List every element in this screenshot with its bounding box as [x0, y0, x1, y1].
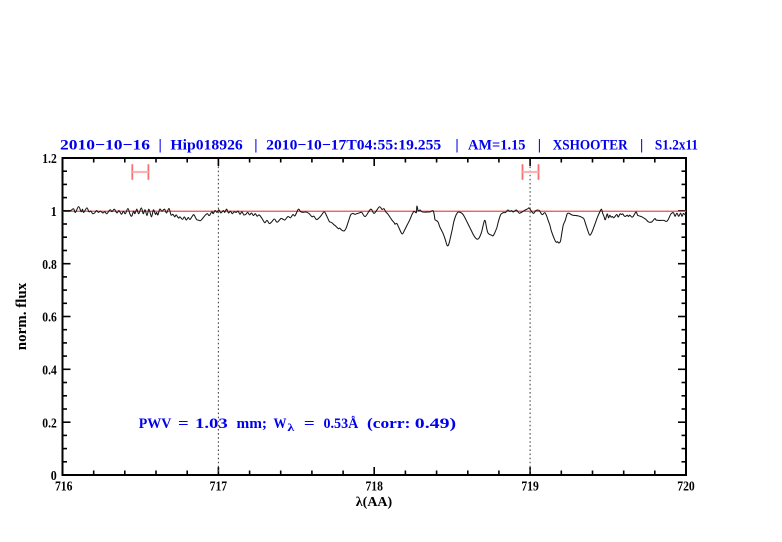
svg-text:1: 1	[51, 205, 57, 220]
svg-text:719: 719	[521, 480, 539, 495]
svg-text:=: =	[178, 416, 189, 432]
svg-text:0.2: 0.2	[42, 416, 57, 431]
svg-text:S1.2x11: S1.2x11	[655, 138, 698, 154]
svg-text:0.4: 0.4	[42, 364, 57, 379]
svg-text:|: |	[159, 138, 162, 154]
svg-text:λ: λ	[287, 422, 295, 434]
svg-text:717: 717	[210, 480, 228, 495]
svg-text:W: W	[274, 416, 287, 432]
svg-text:0.53Å: 0.53Å	[324, 416, 359, 432]
svg-text:|: |	[254, 138, 257, 154]
svg-text:(corr:: (corr:	[367, 416, 410, 432]
svg-text:mm;: mm;	[237, 416, 268, 432]
svg-text:1.03: 1.03	[195, 416, 228, 432]
svg-text:AM=1.15: AM=1.15	[468, 138, 526, 154]
svg-text:720: 720	[677, 480, 695, 495]
svg-text:0: 0	[51, 469, 57, 484]
svg-text:Hip018926: Hip018926	[170, 138, 243, 154]
svg-text:|: |	[640, 138, 643, 154]
svg-text:718: 718	[365, 480, 383, 495]
svg-text:0.49): 0.49)	[415, 416, 456, 432]
svg-text:λ(AA): λ(AA)	[356, 495, 393, 510]
svg-text:2010−10−16: 2010−10−16	[60, 138, 151, 154]
svg-text:XSHOOTER: XSHOOTER	[553, 138, 628, 154]
svg-text:=: =	[304, 416, 315, 432]
svg-text:0.6: 0.6	[42, 311, 57, 326]
svg-text:2010−10−17T04:55:19.255: 2010−10−17T04:55:19.255	[266, 138, 441, 154]
svg-text:716: 716	[55, 480, 73, 495]
svg-text:|: |	[455, 138, 458, 154]
svg-text:PWV: PWV	[139, 416, 172, 432]
svg-text:1.2: 1.2	[42, 152, 57, 167]
svg-text:|: |	[538, 138, 541, 154]
svg-text:0.8: 0.8	[42, 258, 57, 273]
svg-text:norm. flux: norm. flux	[14, 282, 30, 350]
